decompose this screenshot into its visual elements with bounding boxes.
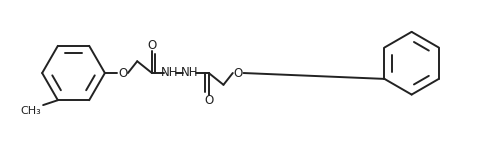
Text: O: O (204, 94, 214, 107)
Text: O: O (118, 66, 127, 79)
Text: NH: NH (181, 66, 198, 79)
Text: CH₃: CH₃ (21, 106, 41, 116)
Text: O: O (147, 39, 156, 52)
Text: O: O (234, 66, 243, 79)
Text: NH: NH (161, 66, 178, 79)
